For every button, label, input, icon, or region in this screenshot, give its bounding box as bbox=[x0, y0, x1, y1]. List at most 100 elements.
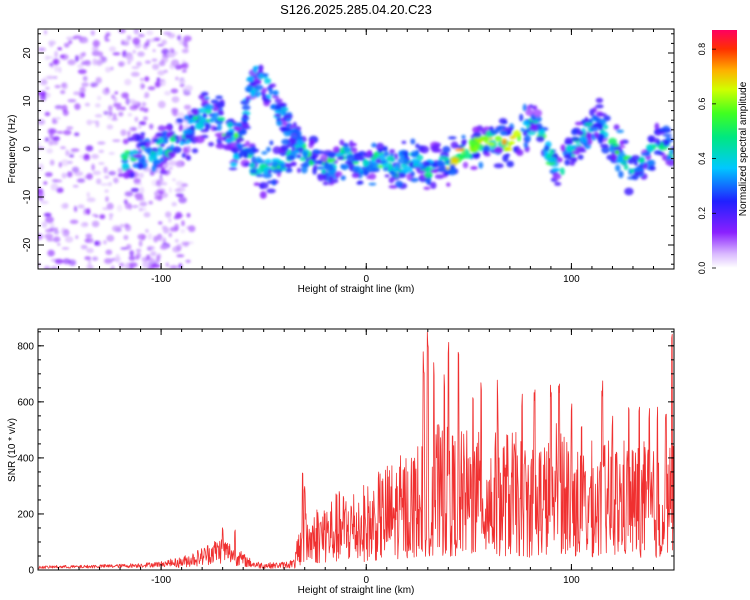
heatmap-cell bbox=[262, 95, 267, 99]
heatmap-cell bbox=[522, 103, 527, 112]
heatmap-cell bbox=[118, 111, 124, 117]
snr-panel: -100 0 100 0 200 400 600 800 Height of straight… bbox=[7, 328, 675, 596]
heatmap-cell bbox=[526, 105, 532, 111]
heatmap-cell bbox=[91, 163, 95, 171]
heatmap-cell bbox=[38, 163, 44, 171]
heatmap-cell bbox=[39, 94, 47, 101]
heatmap-cell bbox=[529, 124, 540, 132]
heatmap-cell bbox=[182, 40, 188, 47]
heatmap-cell bbox=[343, 146, 352, 153]
heatmap-cell bbox=[161, 48, 170, 55]
heatmap-cell bbox=[70, 148, 80, 152]
heatmap-cell bbox=[446, 182, 451, 187]
heatmap-cell bbox=[322, 181, 329, 186]
heatmap-cell bbox=[616, 129, 624, 134]
heatmap-cell bbox=[181, 69, 187, 73]
heatmap-cell bbox=[431, 149, 439, 153]
heatmap-cell bbox=[82, 75, 88, 82]
heatmap-cell bbox=[245, 96, 250, 102]
heatmap-cell bbox=[302, 150, 308, 159]
heatmap-cell bbox=[108, 171, 116, 176]
heatmap-cell bbox=[424, 171, 433, 179]
heatmap-cell bbox=[665, 159, 674, 166]
heatmap-cell bbox=[472, 126, 480, 134]
heatmap-cell bbox=[259, 191, 267, 199]
heatmap-cell bbox=[571, 128, 579, 136]
heatmap-cell bbox=[579, 136, 588, 143]
heatmap-cell bbox=[603, 115, 611, 122]
heatmap-cell bbox=[171, 107, 179, 113]
heatmap-cell bbox=[172, 112, 177, 116]
heatmap-cell bbox=[230, 161, 238, 167]
heatmap-cell bbox=[171, 202, 177, 207]
heatmap-cell bbox=[164, 90, 171, 96]
heatmap-cell bbox=[168, 218, 172, 223]
heatmap-cell bbox=[430, 169, 438, 174]
heatmap-cell bbox=[134, 192, 144, 199]
heatmap-cell bbox=[91, 154, 99, 159]
heatmap-cell bbox=[156, 255, 161, 263]
heatmap-cell bbox=[276, 120, 283, 127]
heatmap-cell bbox=[178, 80, 186, 84]
y-tick-label: 0 bbox=[28, 566, 34, 577]
heatmap-cell bbox=[271, 160, 279, 168]
heatmap-cell bbox=[536, 135, 545, 143]
heatmap-cell bbox=[139, 82, 145, 90]
heatmap-cell bbox=[258, 182, 269, 189]
heatmap-cell bbox=[157, 100, 166, 109]
heatmap-cell bbox=[102, 87, 110, 95]
heatmap-cell bbox=[196, 121, 204, 130]
heatmap-cell bbox=[92, 256, 98, 261]
heatmap-cell bbox=[256, 159, 266, 164]
heatmap-cell bbox=[186, 155, 192, 161]
heatmap-cell bbox=[601, 146, 610, 154]
heatmap-cell bbox=[241, 104, 251, 111]
heatmap-cell bbox=[106, 124, 114, 130]
heatmap-cell bbox=[139, 141, 147, 147]
heatmap-cell bbox=[494, 135, 503, 142]
heatmap-cell bbox=[394, 153, 398, 160]
heatmap-cell bbox=[597, 136, 604, 144]
heatmap-cell bbox=[384, 174, 390, 178]
heatmap-cell bbox=[589, 108, 595, 117]
heatmap-cell bbox=[174, 135, 180, 140]
heatmap-cell bbox=[192, 108, 199, 117]
heatmap-cell bbox=[438, 167, 448, 172]
heatmap-cell bbox=[175, 160, 182, 168]
heatmap-cell bbox=[152, 49, 156, 52]
heatmap-cell bbox=[623, 157, 628, 161]
heatmap-cell bbox=[382, 166, 389, 172]
heatmap-cell bbox=[140, 132, 146, 136]
colorbar: 0.0 0.2 0.4 0.6 0.8 Normalized spectral ampl… bbox=[697, 30, 749, 274]
heatmap-cell bbox=[332, 146, 341, 154]
heatmap-cell bbox=[40, 200, 49, 204]
heatmap-cell bbox=[382, 162, 390, 168]
heatmap-cell bbox=[77, 63, 84, 69]
heatmap-cell bbox=[342, 142, 349, 149]
heatmap-cell bbox=[494, 146, 504, 154]
heatmap-cell bbox=[445, 159, 452, 164]
heatmap-cell bbox=[439, 161, 446, 168]
heatmap-cell bbox=[297, 167, 301, 173]
heatmap-cell bbox=[137, 162, 144, 170]
heatmap-cell bbox=[68, 40, 73, 45]
heatmap-cell bbox=[230, 147, 240, 153]
snr-ylabel: SNR (10 * v/v) bbox=[7, 418, 18, 482]
heatmap-cell bbox=[106, 234, 115, 242]
heatmap-cell bbox=[225, 138, 232, 143]
heatmap-cell bbox=[164, 125, 172, 130]
heatmap-cell bbox=[140, 78, 144, 81]
heatmap-cell bbox=[66, 36, 73, 40]
heatmap-cell bbox=[94, 114, 103, 118]
heatmap-cell bbox=[175, 117, 184, 124]
heatmap-cell bbox=[200, 91, 209, 97]
heatmap-cell bbox=[520, 127, 525, 132]
heatmap-cell bbox=[50, 266, 59, 269]
heatmap-cell bbox=[48, 128, 57, 134]
heatmap-cell bbox=[132, 149, 138, 155]
heatmap-cell bbox=[443, 172, 450, 176]
heatmap-cell bbox=[175, 193, 184, 198]
heatmap-cell bbox=[461, 134, 466, 139]
heatmap-cell bbox=[114, 102, 122, 106]
heatmap-cell bbox=[120, 129, 127, 136]
